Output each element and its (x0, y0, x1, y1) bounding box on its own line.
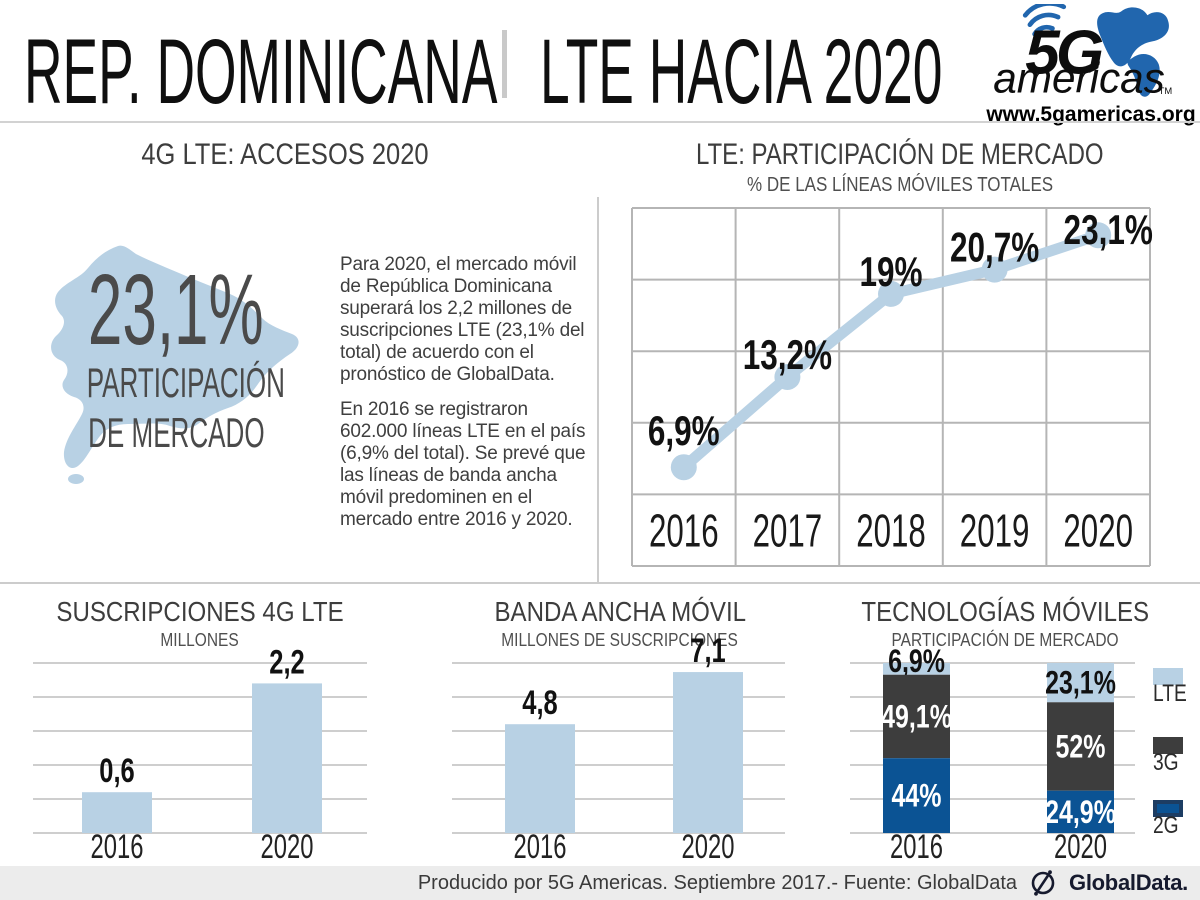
year-axis-label: 2020 (261, 828, 314, 866)
globaldata-icon (1031, 870, 1055, 896)
point-value-label: 6,9% (648, 407, 720, 455)
bar (82, 792, 152, 833)
map-stat-label-2: DE MERCADO (87, 409, 265, 456)
subs-chart-subtitle: MILLONES (160, 630, 240, 650)
header-divider (0, 121, 1200, 123)
legend-label-lte: LTE (1153, 679, 1187, 707)
main-title-right-wrap: LTE HACIA 2020 (540, 26, 1200, 118)
segment-label-lte: 6,9% (888, 644, 945, 680)
year-axis-label: 2017 (753, 505, 823, 556)
map-stat-label-1: PARTICIPACIÓN (86, 359, 285, 406)
segment-label-2g: 24,9% (1045, 795, 1116, 831)
beata-island-shape (68, 474, 84, 484)
year-axis-label: 2020 (682, 828, 735, 866)
stack-segment-lte (883, 663, 950, 675)
mobile-tech-stacked-chart: 6,9% 49,1% 44% 2016 23,1% 52% 24,9%2020 LTE 3G 2G (850, 644, 1187, 866)
logo-tm-text: TM (1159, 85, 1173, 96)
main-title-right: LTE HACIA 2020 (540, 21, 943, 123)
year-axis-label: 2016 (91, 828, 144, 866)
map-stat-value: 23,1% (88, 254, 264, 366)
tech-chart-subtitle: PARTICIPACIÓN DE MERCADO (891, 630, 1119, 650)
lte-subscriptions-bar-chart: 0,6 2016 2,2 2020 (33, 644, 367, 866)
data-point (774, 363, 801, 390)
footer-text: Producido por 5G Americas. Septiembre 20… (417, 871, 1018, 894)
bam-chart-title: BANDA ANCHA MÓVIL (494, 596, 746, 627)
stack-segment-3g (1047, 702, 1114, 791)
year-axis-label: 2016 (514, 828, 567, 866)
segment-label-3g: 52% (1056, 730, 1106, 766)
5g-americas-logo: 5G americas TM www.5gamericas.org (985, 1, 1197, 126)
point-value-label: 23,1% (1064, 206, 1153, 254)
segment-label-2g: 44% (892, 779, 942, 815)
segment-label-lte: 23,1% (1045, 666, 1116, 702)
vertical-divider (597, 197, 599, 583)
stack-segment-3g (883, 674, 950, 759)
map-shape (51, 245, 299, 469)
bam-chart-heading-wrap: BANDA ANCHA MÓVIL MILLONES DE SUSCRIPCIO… (420, 596, 820, 651)
point-value-label: 19% (859, 247, 922, 295)
stack-segment-2g (1047, 790, 1114, 833)
dominican-republic-map (51, 245, 299, 484)
legend-label-3g: 3G (1153, 748, 1179, 776)
bar-value-label: 0,6 (99, 753, 134, 790)
bar-value-label: 4,8 (522, 685, 557, 722)
data-point (670, 454, 697, 481)
logo-url: www.5gamericas.org (986, 103, 1196, 126)
access-section-title: 4G LTE: ACCESOS 2020 (141, 138, 429, 171)
legend-swatch-lte (1153, 668, 1183, 685)
segment-label-3g: 49,1% (881, 700, 952, 736)
year-axis-label: 2020 (1054, 828, 1107, 866)
title-divider (502, 30, 507, 98)
bar-value-label: 2,2 (269, 644, 304, 681)
americas-continent-icon (1097, 7, 1169, 97)
footer-bar: Producido por 5G Americas. Septiembre 20… (0, 866, 1200, 900)
5g-americas-logo-art: 5G americas TM (993, 1, 1173, 101)
legend-swatch-3g (1153, 737, 1183, 754)
logo-5g-text: 5G (1025, 19, 1103, 88)
access-paragraphs: Para 2020, el mercado móvil de República… (340, 254, 592, 544)
legend-label-2g: 2G (1153, 811, 1179, 839)
bar-value-label: 7,1 (690, 633, 725, 670)
line-chart-heading-wrap: LTE: PARTICIPACIÓN DE MERCADO % DE LAS L… (600, 138, 1200, 197)
map-stat-block: 23,1% PARTICIPACIÓN DE MERCADO (26, 254, 326, 458)
wifi-arcs-icon (1022, 1, 1067, 37)
line-chart-subtitle: % DE LAS LÍNEAS MÓVILES TOTALES (746, 174, 1054, 196)
lte-share-line-chart: 6,9% 13,2% 19% 20,7% 23,1% 2016 2017 2018 2019 20… (631, 206, 1153, 567)
mobile-broadband-bar-chart: 4,8 2016 7,1 2020 (452, 633, 785, 866)
year-axis-label: 2016 (649, 505, 719, 556)
globaldata-brand: GlobalData. (1069, 870, 1188, 895)
mid-divider (0, 582, 1200, 584)
bar (505, 724, 575, 833)
point-value-label: 13,2% (743, 331, 832, 379)
tech-chart-heading-wrap: TECNOLOGÍAS MÓVILES PARTICIPACIÓN DE MER… (820, 596, 1190, 651)
paragraph-2: En 2016 se registraron 602.000 líneas LT… (340, 399, 586, 530)
line-chart-title: LTE: PARTICIPACIÓN DE MERCADO (696, 138, 1104, 171)
data-point (878, 280, 904, 307)
year-axis-label: 2019 (960, 505, 1030, 556)
data-point (981, 256, 1008, 283)
access-section-heading-wrap: 4G LTE: ACCESOS 2020 (0, 138, 570, 172)
bar (252, 683, 322, 833)
legend-swatch-2g (1153, 800, 1183, 817)
paragraph-1: Para 2020, el mercado móvil de República… (340, 254, 585, 385)
year-axis-label: 2018 (856, 505, 926, 556)
point-value-label: 20,7% (950, 223, 1039, 271)
stack-segment-lte (1047, 663, 1114, 703)
tech-chart-title: TECNOLOGÍAS MÓVILES (861, 596, 1149, 627)
main-title-left: REP. DOMINICANA (24, 21, 498, 123)
subs-chart-heading-wrap: SUSCRIPCIONES 4G LTE MILLONES (0, 596, 400, 651)
year-axis-label: 2020 (1063, 505, 1133, 556)
stack-segment-2g (883, 758, 950, 833)
subs-chart-title: SUSCRIPCIONES 4G LTE (56, 596, 344, 627)
bar (673, 672, 743, 833)
bam-chart-subtitle: MILLONES DE SUSCRIPCIONES (501, 630, 739, 650)
logo-americas-text: americas (993, 54, 1165, 98)
main-title-left-wrap: REP. DOMINICANA (24, 26, 840, 118)
data-point (1085, 222, 1112, 249)
year-axis-label: 2016 (890, 828, 943, 866)
